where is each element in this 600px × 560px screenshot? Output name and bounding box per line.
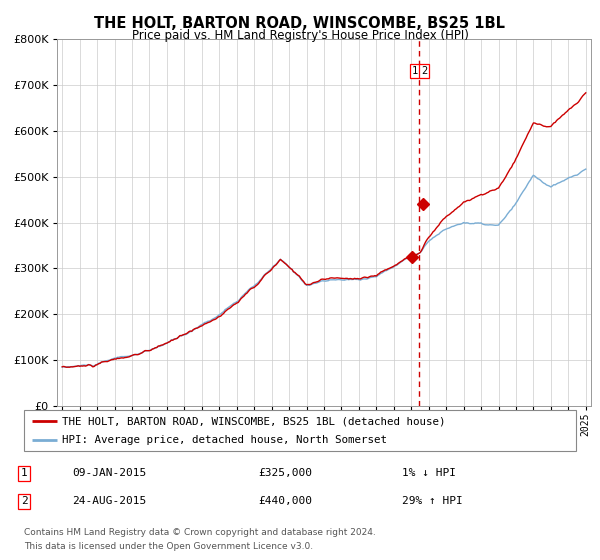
Text: Contains HM Land Registry data © Crown copyright and database right 2024.: Contains HM Land Registry data © Crown c… [24, 528, 376, 536]
Text: £325,000: £325,000 [258, 468, 312, 478]
Text: THE HOLT, BARTON ROAD, WINSCOMBE, BS25 1BL (detached house): THE HOLT, BARTON ROAD, WINSCOMBE, BS25 1… [62, 417, 445, 426]
Text: £440,000: £440,000 [258, 496, 312, 506]
Text: 1: 1 [412, 66, 418, 76]
Text: 24-AUG-2015: 24-AUG-2015 [72, 496, 146, 506]
Text: HPI: Average price, detached house, North Somerset: HPI: Average price, detached house, Nort… [62, 435, 386, 445]
Text: 2: 2 [20, 496, 28, 506]
Text: 1% ↓ HPI: 1% ↓ HPI [402, 468, 456, 478]
Text: 2: 2 [421, 66, 427, 76]
Text: 1: 1 [20, 468, 28, 478]
Text: Price paid vs. HM Land Registry's House Price Index (HPI): Price paid vs. HM Land Registry's House … [131, 29, 469, 42]
Text: 29% ↑ HPI: 29% ↑ HPI [402, 496, 463, 506]
Text: This data is licensed under the Open Government Licence v3.0.: This data is licensed under the Open Gov… [24, 542, 313, 550]
Text: THE HOLT, BARTON ROAD, WINSCOMBE, BS25 1BL: THE HOLT, BARTON ROAD, WINSCOMBE, BS25 1… [95, 16, 505, 31]
Text: 09-JAN-2015: 09-JAN-2015 [72, 468, 146, 478]
